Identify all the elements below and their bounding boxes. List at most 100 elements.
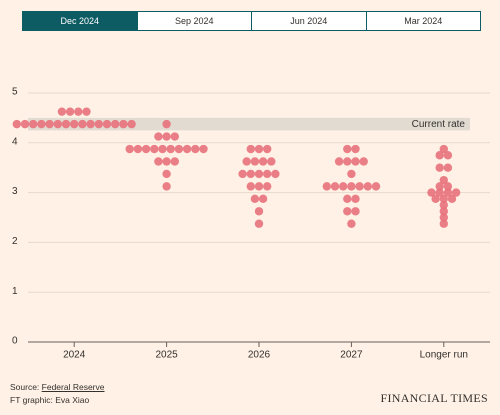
- dot: [363, 182, 372, 191]
- credit: FT graphic: Eva Xiao: [10, 395, 90, 405]
- dot: [170, 157, 179, 166]
- dot: [254, 144, 264, 154]
- dot: [435, 151, 444, 160]
- dot: [351, 194, 360, 204]
- dot: [162, 119, 171, 129]
- tab-bar: Dec 2024 Sep 2024 Jun 2024 Mar 2024: [22, 11, 481, 31]
- dot: [86, 119, 95, 129]
- dot: [125, 144, 134, 154]
- dot: [447, 194, 457, 204]
- dot: [451, 188, 461, 197]
- dot: [435, 182, 444, 191]
- dot: [166, 144, 175, 154]
- dot: [443, 151, 453, 160]
- dot: [191, 144, 200, 154]
- dot: [359, 157, 368, 166]
- dot: [158, 144, 167, 154]
- dot: [254, 169, 264, 179]
- dot: [263, 144, 272, 154]
- dot: [443, 188, 453, 197]
- dot: [174, 144, 184, 154]
- dot: [351, 207, 360, 216]
- dot: [94, 119, 104, 129]
- dot: [343, 157, 352, 166]
- dot: [351, 157, 360, 166]
- source-prefix: Source:: [10, 382, 42, 392]
- x-tick-label: 2024: [63, 350, 86, 361]
- y-tick-label: 1: [12, 286, 18, 297]
- dot: [78, 119, 87, 129]
- dot: [439, 200, 448, 210]
- dot: [431, 194, 440, 204]
- dot: [330, 182, 340, 191]
- dot: [246, 144, 255, 154]
- current-rate-band: [28, 117, 470, 131]
- x-tick-label: 2027: [340, 350, 363, 361]
- y-tick-label: 2: [12, 236, 18, 247]
- dot: [170, 132, 179, 141]
- dot: [82, 107, 91, 116]
- dot: [343, 194, 352, 204]
- dot: [162, 157, 171, 166]
- dot: [246, 182, 255, 191]
- dot: [254, 182, 264, 191]
- dot: [347, 219, 356, 228]
- dot: [343, 207, 352, 216]
- dot: [45, 119, 54, 129]
- dot: [322, 182, 331, 191]
- dot: [258, 194, 268, 204]
- dot: [427, 188, 436, 197]
- dot: [242, 157, 251, 166]
- dot: [435, 163, 444, 172]
- y-tick-label: 0: [12, 336, 18, 347]
- dot: [351, 144, 360, 154]
- dot: [141, 144, 151, 154]
- dot: [371, 182, 381, 191]
- dot: [258, 157, 268, 166]
- tab[interactable]: Mar 2024: [365, 11, 481, 31]
- dot: [439, 144, 448, 154]
- y-tick-label: 3: [12, 186, 18, 197]
- dot: [347, 182, 356, 191]
- dot: [439, 213, 448, 222]
- dot: [65, 107, 75, 116]
- dot: [127, 119, 136, 129]
- dot: [439, 207, 448, 216]
- dot: [70, 119, 79, 129]
- dot: [347, 169, 356, 179]
- dot: [246, 169, 255, 179]
- dot: [162, 132, 171, 141]
- dot: [439, 194, 448, 204]
- dot: [102, 119, 112, 129]
- dot: [439, 219, 448, 228]
- dot: [343, 144, 352, 154]
- dot: [254, 219, 264, 228]
- dot: [182, 144, 192, 154]
- dot: [133, 144, 143, 154]
- dot: [238, 169, 247, 179]
- dot: [37, 119, 46, 129]
- dot: [154, 157, 163, 166]
- dot: [162, 182, 171, 191]
- dot: [443, 163, 453, 172]
- dot: [119, 119, 128, 129]
- dot: [334, 157, 344, 166]
- dot: [53, 119, 62, 129]
- dot: [61, 119, 71, 129]
- dot: [111, 119, 120, 129]
- dot: [199, 144, 208, 154]
- dot: [339, 182, 348, 191]
- current-rate-label: Current rate: [412, 119, 466, 130]
- source-link[interactable]: Federal Reserve: [41, 382, 105, 392]
- dot: [12, 119, 21, 129]
- y-tick-label: 5: [12, 87, 18, 98]
- x-tick-label: 2025: [155, 350, 178, 361]
- dot: [443, 182, 453, 191]
- dot: [250, 157, 260, 166]
- dot: [150, 144, 159, 154]
- dot: [29, 119, 38, 129]
- dot: [20, 119, 30, 129]
- dot: [435, 188, 444, 197]
